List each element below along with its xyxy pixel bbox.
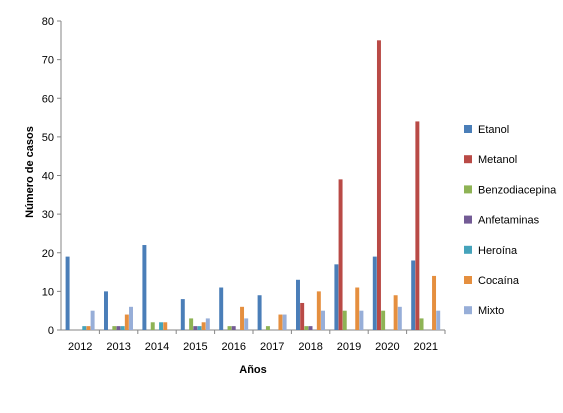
bar-mixto-2018	[321, 310, 325, 330]
x-tick-label: 2016	[222, 341, 246, 353]
legend-swatch	[464, 215, 472, 224]
y-tick-label: 70	[42, 55, 54, 67]
bar-anfetaminas-2016	[231, 326, 236, 330]
y-tick-label: 80	[42, 16, 54, 28]
bar-anfetaminas-2018	[308, 326, 313, 330]
bar-etanol-2019	[334, 264, 339, 330]
legend-swatch	[464, 185, 472, 194]
legend: Etanol Metanol Benzodiacepina Anfetaminas He…	[464, 124, 557, 317]
legend-item-mixto: Mixto	[464, 305, 504, 317]
bar-metanol-2020	[376, 40, 381, 330]
bar-etanol-2017	[257, 295, 262, 330]
bar-benzodiacepina-2015	[189, 318, 194, 330]
bars	[65, 40, 441, 330]
legend-item-metanol: Metanol	[464, 154, 517, 166]
bar-etanol-2016	[219, 287, 224, 330]
bar-etanol-2014	[142, 245, 147, 330]
x-tick-label: 2014	[145, 341, 169, 353]
legend-swatch	[464, 306, 472, 315]
bar-benzodiacepina-2020	[381, 310, 386, 330]
legend-label: Heroína	[478, 245, 518, 257]
bar-cocaina-2020	[393, 295, 398, 330]
bar-metanol-2018	[300, 302, 305, 330]
bar-cocaina-2012	[86, 326, 91, 330]
x-axis-title: Años	[239, 364, 267, 376]
legend-label: Mixto	[478, 305, 504, 317]
bar-etanol-2015	[180, 299, 185, 330]
legend-swatch	[464, 125, 472, 133]
legend-swatch	[464, 276, 472, 284]
bar-cocaina-2019	[355, 287, 360, 330]
bar-metanol-2021	[415, 121, 420, 330]
bar-etanol-2018	[296, 279, 300, 330]
legend-label: Etanol	[478, 124, 509, 136]
bar-mixto-2013	[129, 306, 133, 330]
legend-item-etanol: Etanol	[464, 124, 509, 136]
bar-benzodiacepina-2021	[419, 318, 424, 330]
y-tick-label: 0	[48, 325, 54, 337]
x-axis: 2012 2013 2014 2015 2016 2017 2018 2019 2020 2021	[61, 329, 446, 353]
y-tick-label: 30	[42, 209, 54, 221]
bar-heroina-2012	[82, 326, 87, 330]
x-tick-label: 2019	[337, 341, 361, 353]
bar-mixto-2019	[359, 310, 364, 330]
bar-etanol-2021	[411, 260, 416, 330]
bar-benzodiacepina-2013	[112, 326, 117, 330]
bar-mixto-2015	[205, 318, 210, 330]
x-tick-label: 2015	[183, 341, 207, 353]
x-tick-label: 2017	[260, 341, 284, 353]
x-tick-label: 2021	[414, 341, 438, 353]
bar-mixto-2012	[90, 310, 95, 330]
y-tick-label: 10	[42, 286, 54, 298]
x-tick-label: 2018	[298, 341, 322, 353]
legend-item-cocaina: Cocaína	[464, 275, 520, 287]
legend-label: Anfetaminas	[478, 215, 540, 227]
bar-benzodiacepina-2019	[342, 310, 347, 330]
y-axis: 0 10 20 30 40 50 60 70 80	[42, 16, 62, 337]
bar-cocaina-2015	[201, 322, 206, 330]
legend-item-heroina: Heroína	[464, 245, 518, 257]
bar-benzodiacepina-2018	[304, 326, 309, 330]
bar-cocaina-2014	[163, 322, 168, 330]
legend-label: Cocaína	[478, 275, 520, 287]
x-tick-label: 2013	[106, 341, 130, 353]
legend-item-anfetaminas: Anfetaminas	[464, 215, 540, 227]
bar-anfetaminas-2015	[193, 326, 198, 330]
bar-mixto-2021	[436, 310, 441, 330]
bar-etanol-2020	[372, 256, 377, 330]
bar-mixto-2016	[244, 318, 249, 330]
y-tick-label: 20	[42, 248, 54, 260]
legend-item-benzodiacepina: Benzodiacepina	[464, 184, 557, 196]
legend-swatch	[464, 245, 472, 254]
bar-anfetaminas-2013	[116, 326, 121, 330]
y-axis-title: Número de casos	[24, 126, 36, 218]
bar-heroina-2015	[197, 326, 202, 330]
bar-cocaina-2016	[240, 306, 245, 330]
bar-mixto-2017	[282, 314, 287, 330]
bar-heroina-2014	[159, 322, 164, 330]
bar-cocaina-2013	[124, 314, 129, 330]
bar-mixto-2020	[397, 306, 402, 330]
bar-cocaina-2018	[316, 291, 321, 330]
bar-benzodiacepina-2014	[150, 322, 155, 330]
x-tick-label: 2012	[68, 341, 92, 353]
legend-swatch	[464, 155, 472, 164]
bar-benzodiacepina-2017	[265, 326, 270, 330]
bar-cocaina-2017	[278, 314, 283, 330]
bar-heroina-2013	[120, 326, 125, 330]
bar-metanol-2019	[338, 179, 343, 330]
bar-benzodiacepina-2016	[227, 326, 232, 330]
bar-etanol-2013	[104, 291, 108, 330]
y-tick-label: 40	[42, 171, 54, 183]
y-tick-label: 60	[42, 93, 54, 105]
y-tick-label: 50	[42, 132, 54, 144]
x-tick-label: 2020	[375, 341, 399, 353]
legend-label: Metanol	[478, 154, 517, 166]
legend-label: Benzodiacepina	[478, 184, 557, 196]
bar-cocaina-2021	[432, 275, 437, 330]
bar-etanol-2012	[65, 256, 70, 330]
